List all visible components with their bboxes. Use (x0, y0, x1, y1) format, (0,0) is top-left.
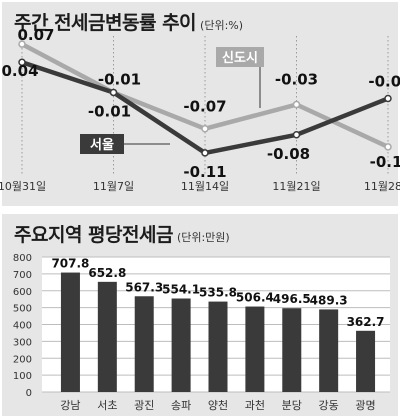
bar-6 (282, 308, 302, 392)
bar-value-label: 707.8 (51, 257, 89, 271)
data-point-shindosi (201, 124, 209, 133)
x-tick-label: 송파 (171, 399, 191, 412)
x-tick-label: 강남 (60, 399, 80, 412)
bar-4 (208, 301, 228, 392)
x-tick-label: 분당 (282, 399, 302, 412)
data-label: -0.07 (183, 98, 226, 116)
bar-value-label: 362.7 (347, 315, 385, 329)
x-tick-label: 10월31일 (0, 179, 46, 193)
data-label: -0.1 (370, 153, 400, 171)
y-tick-label: 0 (26, 388, 32, 399)
bar-1 (97, 281, 117, 392)
x-tick-label: 강동 (319, 399, 339, 412)
data-point-seoul (384, 94, 392, 103)
data-label: -0.02 (368, 73, 400, 91)
x-tick-label: 광진 (134, 399, 154, 412)
price-bar-chart-panel: 주요지역 평당전세금 (단위:만원) 0 100 200 300 400 500 600 700… (2, 214, 398, 416)
legend-tag-shindosi (216, 47, 264, 67)
bar-value-label: 554.1 (162, 282, 200, 296)
y-tick-label: 300 (13, 337, 32, 348)
y-tick-label: 700 (13, 270, 32, 281)
legend-label-shindosi: 신도시 (222, 51, 258, 66)
bar-value-label: 506.4 (236, 291, 274, 305)
y-tick-label: 800 (13, 253, 32, 264)
data-point-seoul (18, 58, 26, 66)
weekly-rate-chart-title: 주간 전세금변동률 추이 (단위:%) (14, 12, 244, 34)
data-label: 0.04 (1, 62, 38, 80)
y-tick-label: 200 (13, 354, 32, 365)
data-point-seoul (109, 88, 118, 97)
x-tick-label: 광명 (355, 399, 375, 412)
x-tick-label: 서초 (97, 399, 117, 412)
x-tick-label: 과천 (245, 398, 265, 412)
x-tick-label: 11월21일 (272, 179, 320, 193)
legend-label-seoul: 서울 (90, 137, 114, 153)
weekly-rate-chart-panel: 주간 전세금변동률 추이 (단위:%) 10월31일 11월7일 11월14일 11월2… (0, 2, 400, 206)
weekly-rate-line-chart: 10월31일 11월7일 11월14일 11월21일 11월28일 0.07 -0.07 -0… (0, 26, 400, 193)
data-label: -0.01 (88, 102, 131, 120)
data-label: -0.11 (183, 163, 226, 181)
y-tick-label: 600 (13, 287, 32, 298)
y-tick-label: 500 (13, 304, 32, 315)
bar-value-label: 496.5 (273, 292, 311, 306)
bar-value-label: 535.8 (199, 286, 237, 300)
bar-value-label: 567.3 (125, 280, 163, 294)
bar-3 (171, 298, 191, 392)
price-bar-chart-title: 주요지역 평당전세금 (단위:만원) (14, 224, 230, 246)
data-label: -0.01 (98, 70, 141, 88)
price-bar-chart: 0 100 200 300 400 500 600 700 800 707.8 강남 652.8 서초 5… (13, 253, 390, 412)
data-label: -0.08 (267, 145, 310, 163)
price-bar-chart-unit: (단위:만원) (176, 231, 230, 244)
data-label: -0.03 (275, 71, 318, 89)
y-tick-label: 400 (13, 321, 32, 332)
bar-value-label: 652.8 (88, 266, 126, 280)
bar-0 (60, 272, 80, 392)
data-label: 0.07 (17, 26, 54, 44)
x-tick-label: 11월7일 (93, 179, 134, 193)
data-point-seoul (201, 149, 209, 157)
bar-8 (356, 330, 376, 392)
weekly-rate-chart-unit: (단위:%) (200, 19, 244, 32)
data-point-shindosi (18, 40, 26, 48)
bar-2 (134, 296, 154, 392)
data-point-shindosi (384, 143, 392, 151)
bar-5 (245, 306, 265, 392)
x-tick-label: 양천 (208, 398, 228, 412)
x-tick-label: 11월14일 (181, 179, 229, 193)
bar-value-label: 489.3 (310, 293, 348, 307)
legend-tag-seoul (80, 134, 124, 154)
data-point-seoul (292, 131, 301, 139)
data-point-shindosi (292, 100, 301, 109)
y-tick-label: 100 (13, 371, 32, 382)
bar-7 (319, 309, 339, 392)
x-tick-label: 11월28일 (364, 179, 400, 193)
